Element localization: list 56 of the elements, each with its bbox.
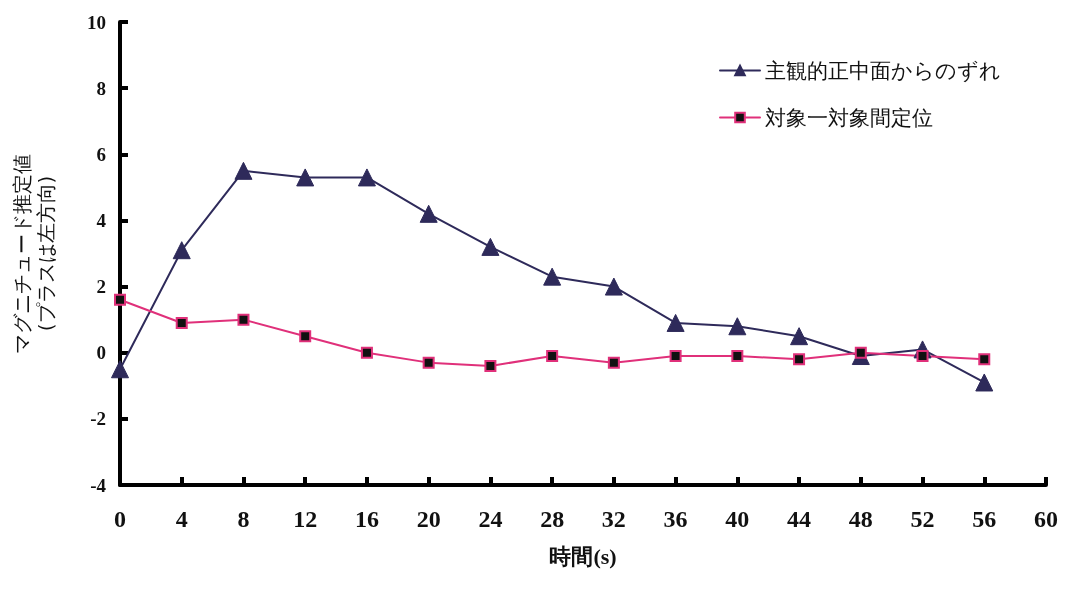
y-tick-label: -4 <box>90 474 107 496</box>
point <box>237 313 250 326</box>
y-tick-label: 10 <box>87 11 106 33</box>
x-tick-label: 8 <box>237 506 250 532</box>
point <box>175 316 188 329</box>
x-tick-label: 36 <box>663 506 688 532</box>
x-tick-label: 44 <box>787 506 812 532</box>
point <box>669 350 682 363</box>
point <box>111 360 129 379</box>
x-tick-label: 60 <box>1034 506 1058 532</box>
x-tick-label: 48 <box>848 506 873 532</box>
y-tick-label: 0 <box>96 342 106 364</box>
point <box>604 277 623 296</box>
x-axis-title: 時間(s) <box>549 543 617 569</box>
y-tick-label: 6 <box>96 143 106 165</box>
point <box>978 353 991 366</box>
point <box>854 346 867 359</box>
y-tick-label: 8 <box>96 77 106 99</box>
point <box>546 350 559 363</box>
point <box>793 353 806 366</box>
point <box>234 161 253 180</box>
point <box>975 373 994 392</box>
point <box>299 330 312 343</box>
y-tick-label: -2 <box>90 408 106 430</box>
x-tick-label: 24 <box>478 506 503 532</box>
point <box>419 204 438 223</box>
point <box>114 293 126 306</box>
x-tick-label: 12 <box>293 506 318 532</box>
x-tick-label: 0 <box>114 506 126 532</box>
x-tick-label: 40 <box>725 506 750 532</box>
point <box>484 359 497 372</box>
point <box>916 350 929 363</box>
legend-label: 主観的正中面からのずれ <box>765 58 1001 83</box>
x-tick-label: 52 <box>910 506 935 532</box>
x-tick-label: 4 <box>175 506 188 532</box>
point <box>357 168 376 187</box>
point <box>607 356 620 369</box>
y-axis-title: マグニチュード推定値 (プラスは左方向) <box>10 153 58 354</box>
point <box>481 237 500 256</box>
y-tick-label: 2 <box>96 276 106 298</box>
x-tick-label: 56 <box>972 506 997 532</box>
legend-label: 対象一対象間定位 <box>765 105 933 130</box>
point <box>360 346 373 359</box>
point <box>728 317 747 336</box>
y-tick-label: 4 <box>96 209 107 231</box>
point <box>543 267 562 286</box>
point <box>296 168 315 187</box>
x-tick-label: 16 <box>354 506 379 532</box>
point <box>731 350 744 363</box>
x-tick-label: 28 <box>540 506 565 532</box>
x-tick-label: 32 <box>601 506 626 532</box>
x-tick-label: 20 <box>416 506 441 532</box>
point <box>790 327 809 346</box>
point <box>172 241 191 260</box>
point <box>666 313 685 332</box>
point <box>422 356 435 369</box>
